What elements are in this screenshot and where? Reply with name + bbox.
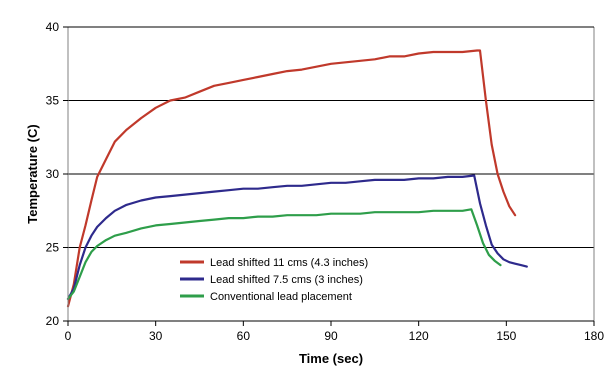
series-line-3 <box>66 208 502 300</box>
y-tick-label-25: 25 <box>46 241 60 255</box>
x-tick-label-120: 120 <box>409 329 429 343</box>
legend-label-2: Lead shifted 7.5 cms (3 inches) <box>210 274 363 286</box>
series-line-2 <box>66 174 528 300</box>
y-tick-label-30: 30 <box>46 167 60 181</box>
legend: Lead shifted 11 cms (4.3 inches) Lead shi… <box>180 257 368 303</box>
y-tick-label-35: 35 <box>46 94 60 108</box>
x-axis-title: Time (sec) <box>299 351 363 366</box>
x-tick-label-150: 150 <box>496 329 516 343</box>
x-tick-label-30: 30 <box>149 329 163 343</box>
series-lines <box>66 49 528 308</box>
x-tick-label-90: 90 <box>324 329 338 343</box>
series-line-1 <box>66 49 517 308</box>
y-tick-label-20: 20 <box>46 314 60 328</box>
y-axis-title: Temperature (C) <box>25 124 40 223</box>
x-tick-label-0: 0 <box>65 329 72 343</box>
x-tick-label-60: 60 <box>237 329 251 343</box>
x-tick-label-180: 180 <box>584 329 604 343</box>
y-tick-label-40: 40 <box>46 20 60 34</box>
legend-label-3: Conventional lead placement <box>210 291 352 303</box>
tick-labels: 0 30 60 90 120 150 180 20 25 30 35 40 <box>46 20 605 343</box>
legend-label-1: Lead shifted 11 cms (4.3 inches) <box>210 257 368 269</box>
